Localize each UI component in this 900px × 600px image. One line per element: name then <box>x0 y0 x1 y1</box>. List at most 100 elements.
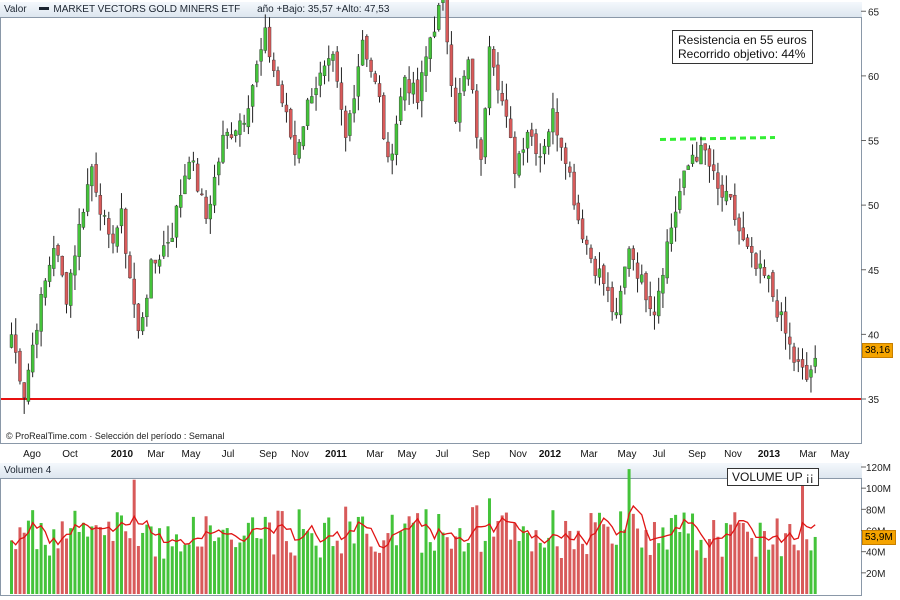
volume-bar <box>483 540 487 594</box>
volume-bar <box>56 548 60 594</box>
volume-bar <box>60 521 64 594</box>
candle-body <box>140 317 145 332</box>
candle-body <box>441 0 445 3</box>
volume-bar <box>559 557 563 594</box>
volume-bar <box>77 531 81 594</box>
volume-bar <box>547 537 551 594</box>
candle-body <box>301 126 306 147</box>
volume-bar <box>428 542 432 594</box>
volume-bar <box>356 516 360 594</box>
candle-body <box>606 286 610 291</box>
volume-bar <box>225 528 229 594</box>
volume-bar <box>158 528 162 594</box>
candle-body <box>149 259 153 299</box>
candle-body <box>60 255 64 276</box>
volume-bar <box>43 544 47 594</box>
volume-bar <box>445 537 449 594</box>
candle-body <box>348 113 352 136</box>
volume-bar <box>686 533 690 594</box>
price-tick-label: 45 <box>868 266 880 277</box>
candle-body <box>9 334 14 348</box>
x-tick-label: Mar <box>799 449 817 460</box>
volume-bar <box>386 533 390 594</box>
volume-bar <box>581 543 585 594</box>
volume-bar <box>513 523 517 594</box>
candle-body <box>352 98 356 114</box>
volume-bar <box>813 536 817 594</box>
volume-bar <box>576 530 580 594</box>
volume-bar <box>652 522 656 594</box>
candle-body <box>682 170 686 188</box>
candle-body <box>77 223 81 257</box>
x-tick-label: Mar <box>580 449 598 460</box>
candle-body <box>305 99 310 126</box>
volume-bar <box>619 511 623 594</box>
candle-body <box>52 248 56 269</box>
volume-bar <box>492 536 496 594</box>
volume-bar <box>572 549 576 594</box>
candle-body <box>102 215 107 217</box>
volume-bar <box>369 546 373 594</box>
volume-bar <box>246 522 250 594</box>
candle-body <box>758 263 762 269</box>
candle-body <box>276 70 280 86</box>
candle-body <box>458 92 462 123</box>
volume-moving-average <box>11 504 816 549</box>
volume-bar <box>280 511 284 594</box>
candle-body <box>26 369 31 402</box>
candle-body <box>64 272 69 305</box>
volume-bar <box>602 524 606 594</box>
volume-bar <box>555 546 559 594</box>
candle-body <box>250 85 255 107</box>
candle-body <box>246 108 251 128</box>
candle-body <box>327 58 331 66</box>
candle-body <box>18 350 22 382</box>
candle-body <box>796 359 800 362</box>
x-tick-label: Oct <box>62 449 78 460</box>
candle-body <box>178 195 183 208</box>
volume-bar <box>297 509 301 594</box>
volume-bar <box>170 546 174 594</box>
candle-body <box>475 90 479 138</box>
volume-bar <box>107 521 111 594</box>
year-stats: año +Bajo: 35,57 +Alto: 47,53 <box>257 4 390 15</box>
candle-body <box>174 205 179 238</box>
candle-body <box>69 272 73 306</box>
candle-body <box>81 211 86 228</box>
x-tick-label: Jul <box>436 449 449 460</box>
volume-bar <box>276 510 280 594</box>
candle-body <box>242 122 246 125</box>
volume-bar <box>382 540 386 594</box>
candle-body <box>85 184 90 212</box>
candle-body <box>98 195 103 215</box>
x-tick-label: May <box>618 449 637 460</box>
candle-body <box>492 49 496 68</box>
volume-bar <box>31 510 35 594</box>
volume-bar <box>174 534 178 594</box>
volume-tick-label: 40M <box>866 548 885 559</box>
candle-body <box>94 164 98 193</box>
candle-body <box>466 59 471 80</box>
volume-bar <box>119 515 123 594</box>
candle-body <box>47 264 52 282</box>
x-tick-label: Mar <box>147 449 165 460</box>
candle-body <box>771 272 775 298</box>
candle-body <box>420 72 424 102</box>
volume-bar <box>242 535 246 594</box>
x-tick-label: 2010 <box>111 449 134 460</box>
volume-bar <box>661 527 665 594</box>
candle-body <box>462 75 466 92</box>
volume-bar <box>542 547 546 594</box>
candle-body <box>284 104 289 113</box>
candle-body <box>200 193 204 196</box>
x-tick-label: Mar <box>366 449 384 460</box>
volume-bar <box>466 542 470 594</box>
volume-bar <box>779 556 783 594</box>
volume-bar <box>98 526 102 594</box>
candle-body <box>745 237 750 247</box>
volume-bar <box>458 528 462 594</box>
instrument-name: MARKET VECTORS GOLD MINERS ETF <box>53 4 241 15</box>
candle-body <box>766 275 771 279</box>
candle-body <box>809 369 813 378</box>
candle-body <box>233 130 238 136</box>
